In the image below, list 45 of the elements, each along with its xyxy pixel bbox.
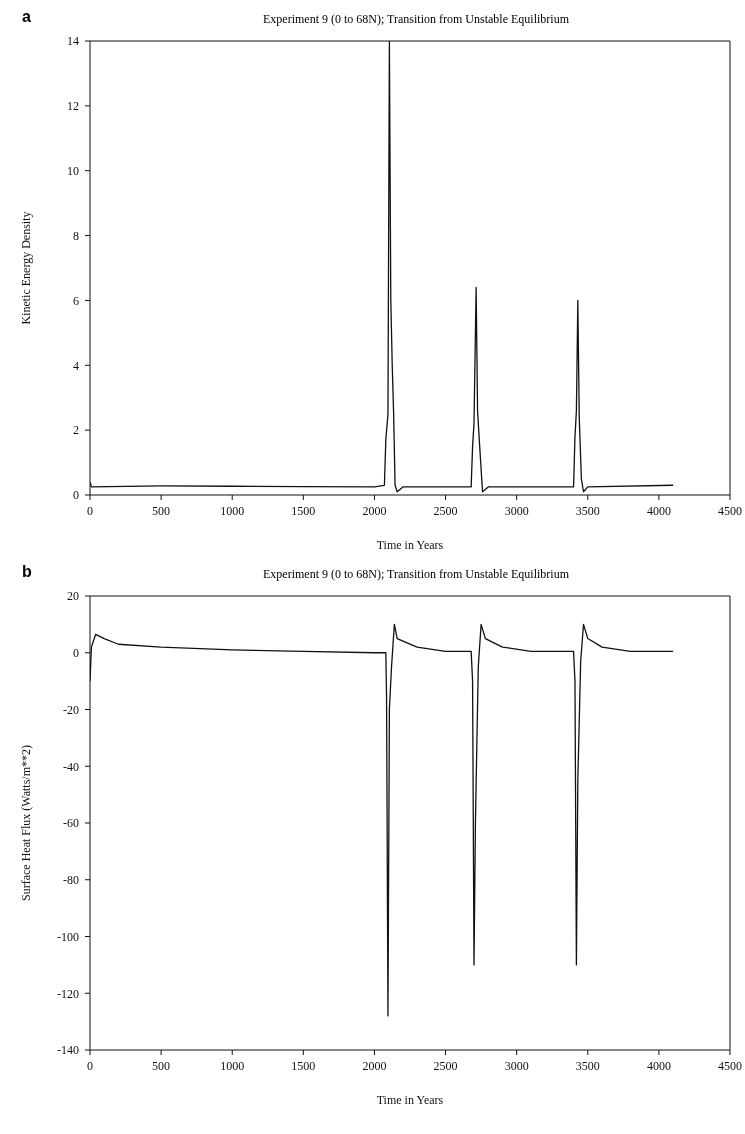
- y-tick-label: -120: [57, 986, 79, 1001]
- x-tick-label: 3500: [575, 503, 600, 518]
- y-tick-label: 4: [73, 358, 79, 373]
- x-tick-label: 500: [152, 503, 171, 518]
- y-tick-label: -40: [63, 759, 79, 774]
- x-tick-label: 4000: [646, 1058, 671, 1073]
- text: b: [22, 563, 32, 581]
- y-tick-label: 12: [67, 99, 79, 114]
- x-tick-label: 0: [87, 503, 93, 518]
- x-tick-label: 4500: [718, 1058, 742, 1073]
- y-tick-label: 2: [73, 423, 79, 438]
- x-tick-label: 1000: [220, 503, 245, 518]
- x-tick-label: 2500: [433, 1058, 458, 1073]
- x-tick-label: 1500: [291, 1058, 316, 1073]
- y-tick-label: 6: [73, 293, 79, 308]
- y-tick-label: -20: [63, 702, 79, 717]
- x-tick-label: 500: [152, 1058, 171, 1073]
- y-tick-label: 8: [73, 228, 79, 243]
- y-tick-label: -140: [57, 1043, 79, 1058]
- x-tick-label: 4500: [718, 503, 742, 518]
- chart-title: Experiment 9 (0 to 68N); Transition from Unstable Equilibrium: [262, 567, 570, 582]
- x-tick-label: 4000: [646, 503, 671, 518]
- y-tick-label: 10: [67, 163, 79, 178]
- x-tick-label: 1500: [291, 503, 316, 518]
- y-tick-label: -100: [57, 929, 79, 944]
- y-tick-label: 0: [73, 488, 79, 503]
- chart-title: Experiment 9 (0 to 68N); Transition from Unstable Equilibrium: [262, 12, 570, 27]
- y-axis-title: Kinetic Energy Density: [19, 211, 34, 325]
- y-tick-label: 14: [67, 34, 79, 49]
- y-tick-label: -80: [63, 873, 79, 888]
- x-tick-label: 3500: [575, 1058, 600, 1073]
- x-tick-label: 1000: [220, 1058, 245, 1073]
- x-tick-label: 2500: [433, 503, 458, 518]
- x-tick-label: 3000: [504, 503, 529, 518]
- x-tick-label: 3000: [504, 1058, 529, 1073]
- x-axis-title: Time in Years: [376, 538, 444, 552]
- x-tick-label: 0: [87, 1058, 93, 1073]
- y-tick-label: 20: [67, 589, 79, 604]
- x-tick-label: 2000: [362, 1058, 387, 1073]
- x-axis-title: Time in Years: [376, 1093, 444, 1107]
- y-tick-label: -60: [63, 816, 79, 831]
- y-tick-label: 0: [73, 646, 79, 661]
- text: a: [22, 8, 31, 26]
- y-axis-title: Surface Heat Flux (Watts/m**2): [19, 745, 34, 901]
- x-tick-label: 2000: [362, 503, 387, 518]
